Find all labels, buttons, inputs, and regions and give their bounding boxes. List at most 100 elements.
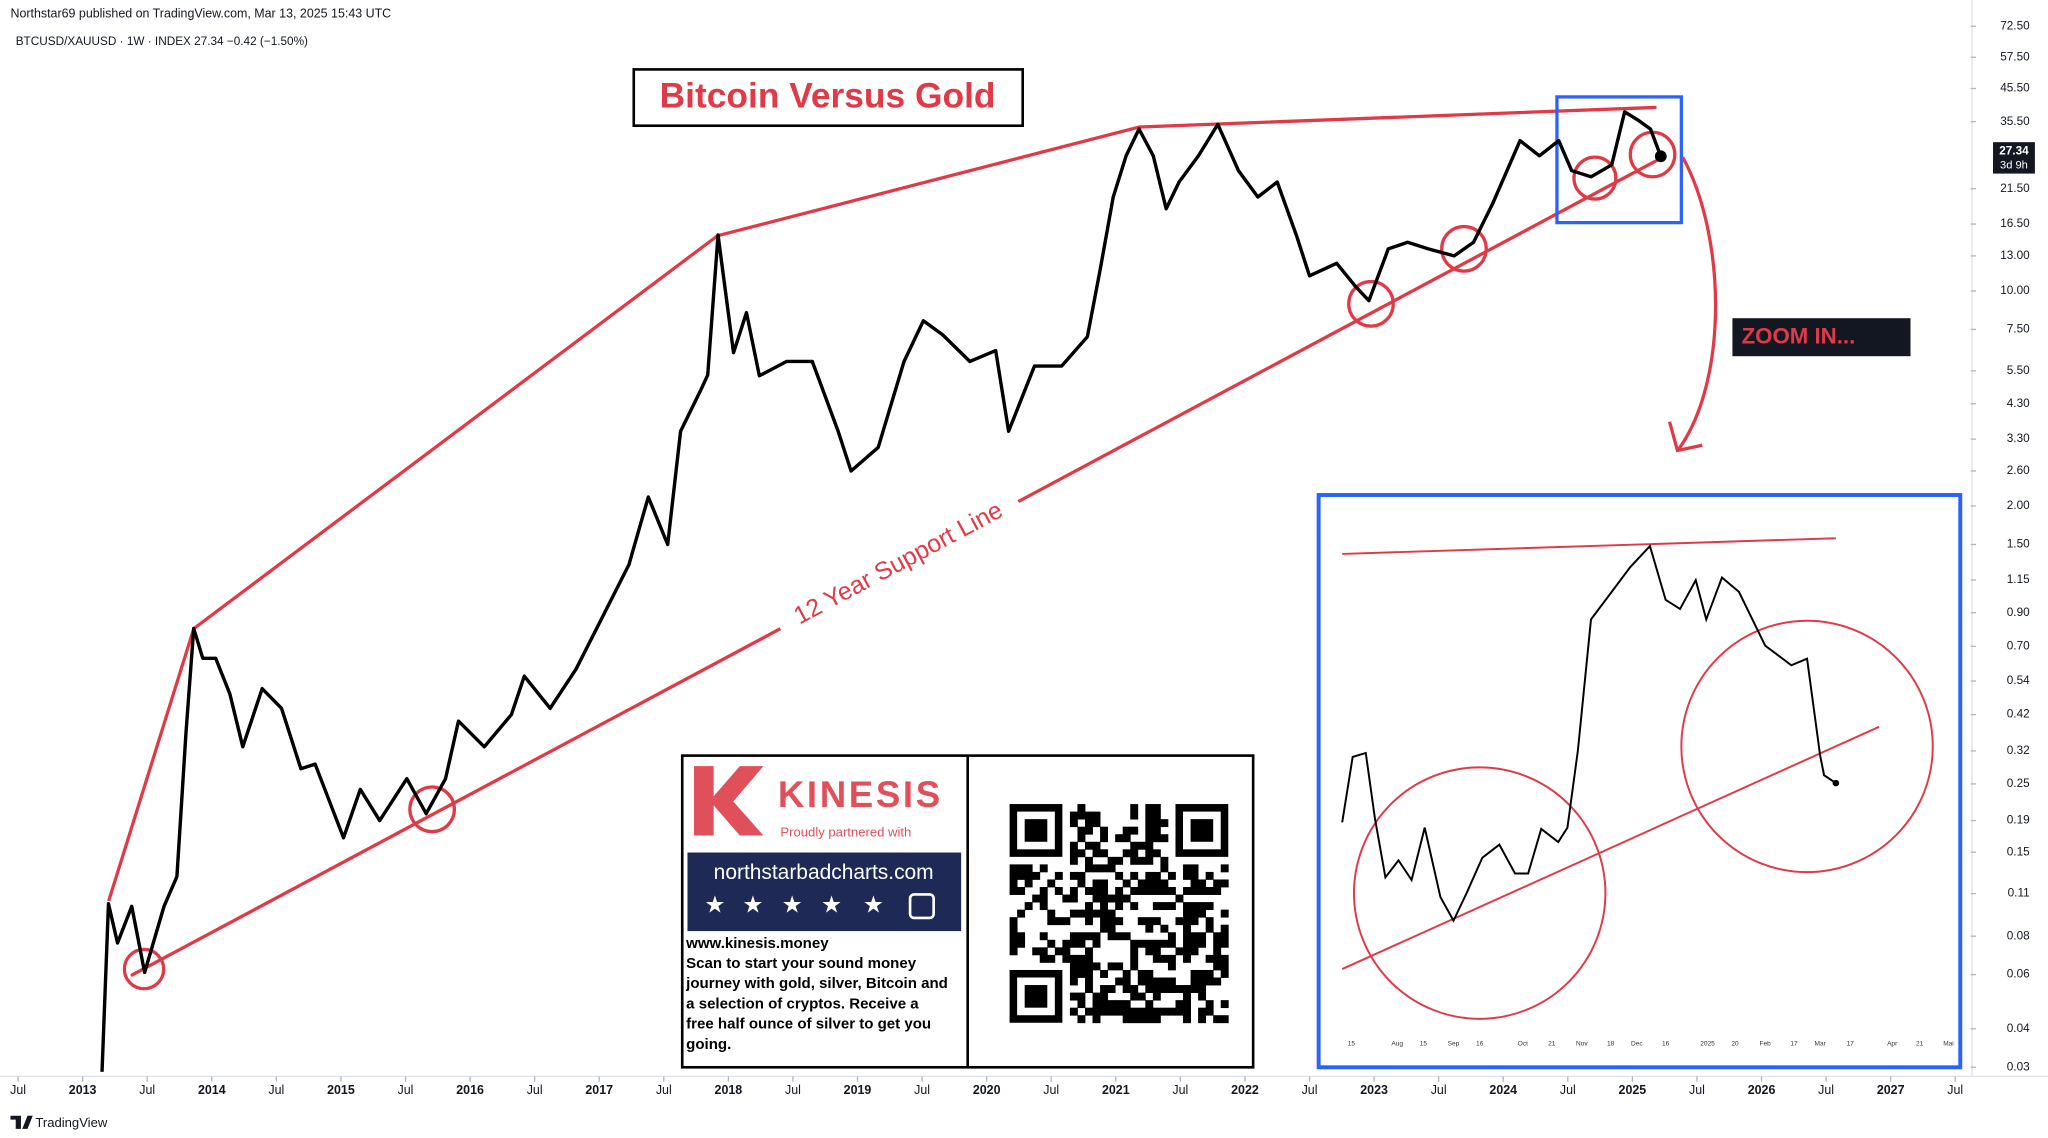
qr-cell [1085,962,1093,971]
inset-x-label: 17 [1847,1040,1855,1047]
qr-cell [1130,856,1139,865]
qr-cell [1077,879,1086,888]
qr-cell [1145,1007,1154,1016]
x-tick-label: 2018 [715,1083,743,1097]
qr-cell [1167,985,1176,993]
qr-cell [1190,947,1199,956]
qr-cell [1085,826,1093,835]
ad-line: Scan to start your sound money [686,955,917,972]
y-tick-label: 0.70 [2007,639,2030,652]
zoom-label: ZOOM IN... [1742,324,1856,349]
qr-cell [1122,1007,1131,1016]
qr-cell [1085,856,1093,865]
qr-cell [1115,887,1124,895]
qr-cell [1152,947,1161,956]
qr-cell [1077,992,1086,1001]
support-label-bg [771,485,1025,641]
x-tick-label: Jul [398,1083,414,1097]
qr-cell [1198,902,1207,911]
qr-cell [1092,841,1101,850]
qr-cell [1152,992,1161,1001]
qr-cell [1130,902,1139,911]
qr-cell [1190,969,1199,978]
qr-cell [1198,932,1207,941]
qr-cell [1107,894,1116,903]
qr-cell [1122,977,1131,986]
qr-cell [1085,811,1093,820]
inset-x-label: 18 [1607,1040,1615,1047]
qr-cell [1145,856,1154,865]
qr-cell [1085,902,1093,911]
qr-cell [1017,864,1026,873]
inset-box [1316,493,1963,1070]
qr-cell [1092,894,1101,903]
qr-cell [1198,1007,1207,1016]
zoom-arrow-head [1667,421,1703,453]
y-tick-label: 0.25 [2007,777,2030,790]
qr-cell [1024,879,1033,888]
qr-cell [1009,932,1018,941]
qr-cell [1183,992,1191,1001]
qr-cell [1190,902,1199,911]
y-tick-label: 5.50 [2007,364,2030,377]
publisher: Northstar69 published on TradingView.com… [10,7,391,21]
qr-cell [1183,909,1191,918]
qr-cell [1100,887,1109,895]
qr-cell [1009,917,1018,926]
qr-cell [1145,804,1154,812]
qr-cell [1069,819,1078,828]
qr-cell [1017,932,1026,941]
qr-cell [1107,909,1116,918]
qr-cell [1145,819,1154,828]
x-tick-label: Jul [139,1083,155,1097]
qr-cell [1077,826,1086,835]
inset-x-label: 2025 [1700,1040,1715,1047]
touch-circle [1572,155,1618,201]
qr-cell [1220,969,1229,978]
qr-cell [1152,871,1161,880]
qr-cell [1092,992,1101,1001]
qr-cell [1213,939,1222,948]
qr-cell [1145,871,1154,880]
ad-text: Scan to start your sound money journey wi… [685,955,948,1053]
qr-cell [1190,939,1199,948]
qr-cell [1017,887,1026,895]
qr-cell [1009,947,1018,956]
qr-cell [1085,819,1093,828]
inset-axis: 15 Aug 15 Sep 16 Oct 21 Nov 18 Dec 16 2025 20 Feb 17 Ma… [1348,1040,1955,1047]
tv-logo [10,1115,33,1129]
qr-cell [1152,804,1161,812]
qr-cell [1009,887,1018,895]
x-tick-label: Jul [527,1083,543,1097]
qr-cell [1152,1015,1161,1024]
x-tick-label: 2019 [844,1083,872,1097]
x-tick-label: Jul [1560,1083,1576,1097]
qr-cell [1054,887,1063,895]
qr-cell [1069,856,1078,865]
qr-cell [1183,924,1191,933]
qr-cell [1032,894,1041,903]
qr-cell [1077,962,1086,971]
qr-cell [1167,932,1176,941]
qr-cell [1167,887,1176,895]
qr-cell [1092,819,1101,828]
qr-cell [1167,962,1176,971]
qr-cell [1190,879,1199,888]
qr-cell [1145,841,1154,850]
qr-cell [1167,1007,1176,1016]
qr-cell [1205,1000,1214,1009]
qr-cell [1092,879,1101,888]
qr-cell [1130,1007,1139,1016]
qr-cell [1198,969,1207,978]
qr-cell [1152,849,1161,858]
qr-cell [1175,917,1184,926]
qr-cell [1039,887,1048,895]
qr-cell [1152,887,1161,895]
qr-cell [1198,992,1207,1001]
qr-cell [1107,932,1116,941]
qr-cell [1092,909,1101,918]
qr-cell [1130,992,1139,1001]
qr-cell [1145,947,1154,956]
qr-cell [1130,947,1139,956]
qr-cell [1190,985,1199,993]
